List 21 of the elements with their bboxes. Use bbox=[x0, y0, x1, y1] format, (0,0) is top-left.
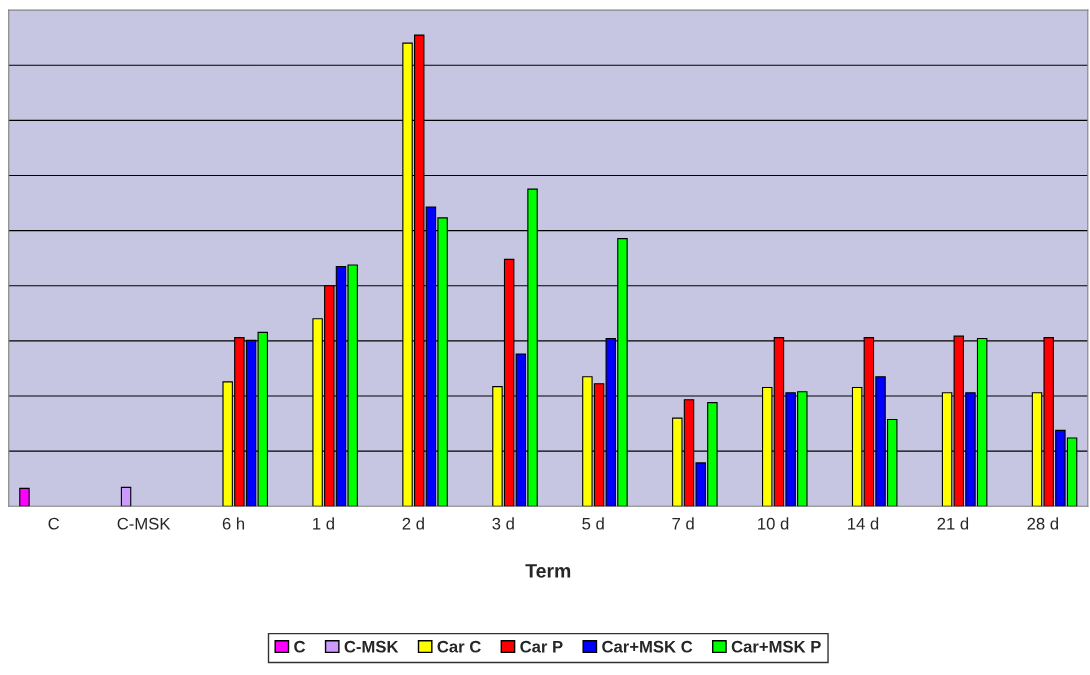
x-tick-label: 10 d bbox=[758, 517, 789, 530]
x-tick-label: 5 d bbox=[582, 517, 604, 530]
legend-label: Car+MSK C bbox=[602, 640, 693, 653]
x-tick-label: 21 d bbox=[937, 517, 969, 530]
legend-label: Car P bbox=[520, 640, 563, 653]
legend-label: Car C bbox=[437, 640, 481, 653]
legend-label: Car+MSK P bbox=[731, 640, 821, 653]
x-tick-label: 14 d bbox=[848, 517, 879, 530]
x-tick-label: 2 d bbox=[402, 517, 424, 530]
x-tick-label: 28 d bbox=[1027, 517, 1058, 530]
x-tick-label: 1 d bbox=[313, 517, 334, 530]
bar bbox=[19, 487, 30, 507]
x-tick-label: 3 d bbox=[492, 517, 514, 530]
legend-label: C-MSK bbox=[344, 640, 399, 653]
x-axis-title: Term bbox=[525, 564, 571, 578]
legend-label: C bbox=[294, 640, 306, 653]
x-tick-label: C-MSK bbox=[117, 517, 171, 530]
x-tick-label: 7 d bbox=[672, 517, 694, 530]
x-tick-label: C bbox=[48, 517, 60, 530]
x-tick-label: 6 h bbox=[222, 517, 245, 530]
bar bbox=[120, 486, 132, 507]
